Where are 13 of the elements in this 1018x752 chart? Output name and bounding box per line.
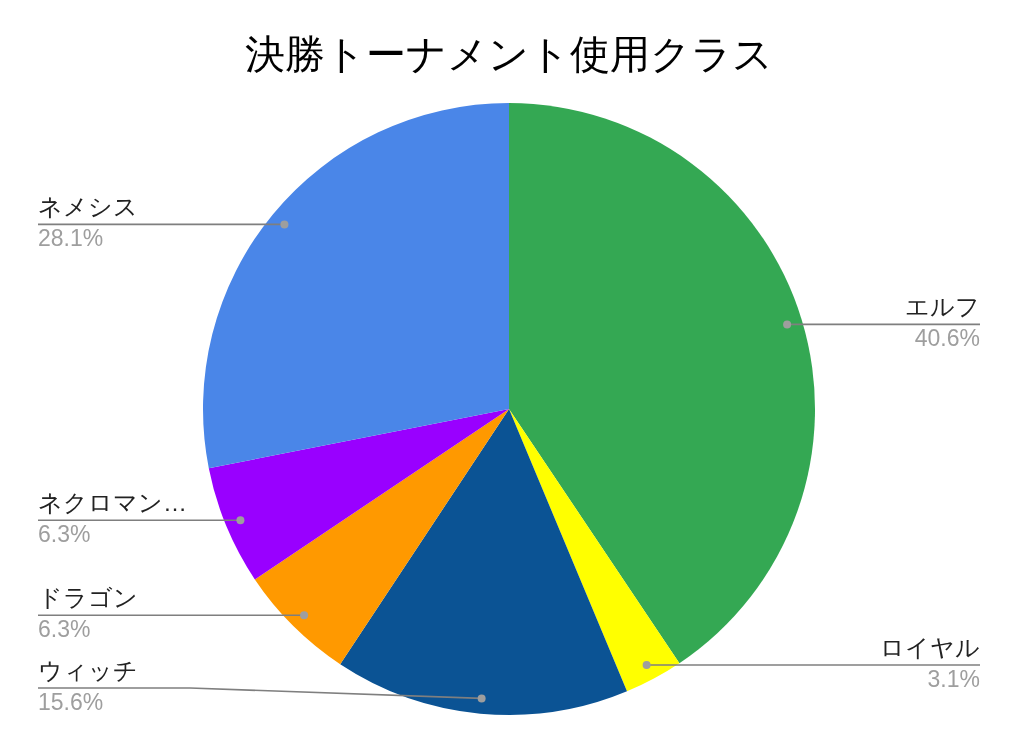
- slice-label: ロイヤル: [880, 634, 980, 662]
- slice-label: ネクロマン…: [38, 489, 187, 517]
- slice-label: ウィッチ: [38, 657, 138, 684]
- slice-label: ネメシス: [38, 193, 138, 221]
- slice-label: エルフ: [905, 293, 980, 321]
- slice-label: ドラゴン: [38, 584, 138, 612]
- data-label: 28.1%: [38, 225, 104, 252]
- chart-title: 決勝トーナメント使用クラス: [245, 32, 773, 76]
- data-label: 6.3%: [38, 616, 91, 643]
- data-label: 6.3%: [38, 521, 91, 548]
- data-label: 40.6%: [914, 325, 980, 352]
- data-label: 15.6%: [38, 689, 104, 715]
- data-label: 3.1%: [927, 666, 980, 693]
